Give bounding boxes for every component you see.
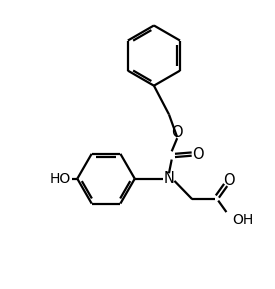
Text: O: O xyxy=(171,125,183,140)
Text: HO: HO xyxy=(50,172,71,186)
Text: O: O xyxy=(223,173,235,188)
Text: N: N xyxy=(164,171,174,186)
Text: O: O xyxy=(192,147,204,162)
Text: OH: OH xyxy=(232,213,253,227)
